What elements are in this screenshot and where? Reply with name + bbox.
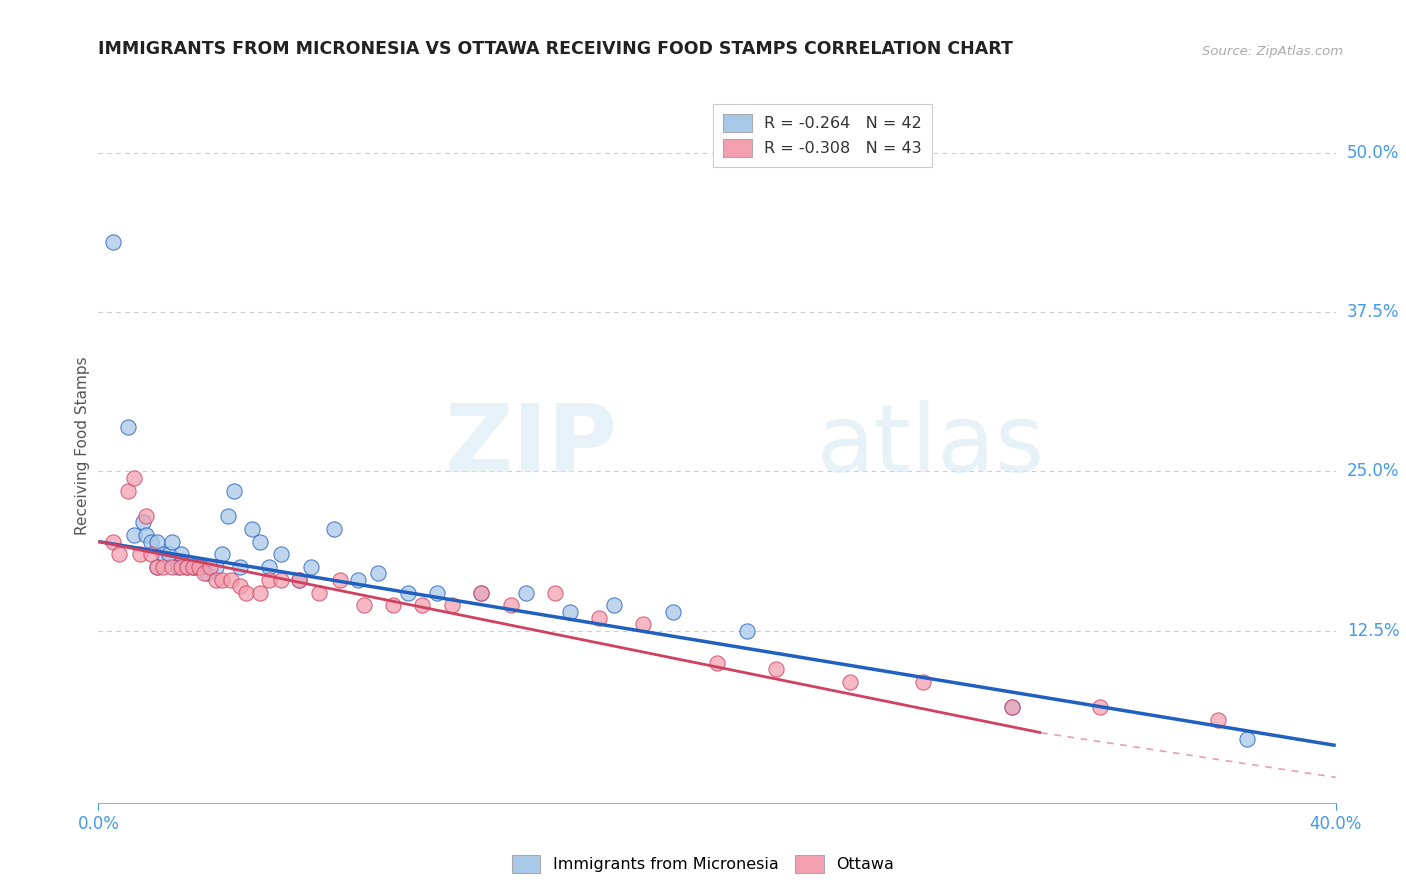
Point: [411, 599, 433, 613]
Point: [1001, 700, 1024, 714]
Point: [662, 605, 685, 619]
Point: [152, 547, 174, 561]
Point: [146, 560, 169, 574]
Point: [603, 599, 626, 613]
Text: 37.5%: 37.5%: [1347, 303, 1399, 321]
Point: [176, 560, 198, 574]
Point: [211, 547, 233, 561]
Point: [299, 560, 322, 574]
Point: [308, 585, 330, 599]
Point: [367, 566, 389, 581]
Point: [146, 560, 169, 574]
Point: [101, 235, 124, 249]
Point: [101, 534, 124, 549]
Point: [160, 534, 183, 549]
Point: [499, 599, 522, 613]
Point: [131, 516, 153, 530]
Text: IMMIGRANTS FROM MICRONESIA VS OTTAWA RECEIVING FOOD STAMPS CORRELATION CHART: IMMIGRANTS FROM MICRONESIA VS OTTAWA REC…: [98, 40, 1014, 58]
Point: [633, 617, 655, 632]
Point: [249, 534, 271, 549]
Point: [117, 420, 139, 434]
Point: [396, 585, 419, 599]
Text: 50.0%: 50.0%: [1347, 144, 1399, 162]
Point: [141, 534, 163, 549]
Point: [167, 560, 190, 574]
Point: [235, 585, 257, 599]
Y-axis label: Receiving Food Stamps: Receiving Food Stamps: [75, 357, 90, 535]
Point: [735, 624, 758, 638]
Point: [146, 534, 169, 549]
Point: [470, 585, 492, 599]
Point: [219, 573, 242, 587]
Point: [1206, 713, 1229, 727]
Point: [382, 599, 405, 613]
Point: [135, 528, 157, 542]
Point: [187, 560, 209, 574]
Point: [170, 560, 193, 574]
Point: [122, 528, 145, 542]
Point: [200, 560, 222, 574]
Legend: R = -0.264   N = 42, R = -0.308   N = 43: R = -0.264 N = 42, R = -0.308 N = 43: [713, 104, 932, 167]
Point: [912, 674, 935, 689]
Point: [117, 483, 139, 498]
Legend: Immigrants from Micronesia, Ottawa: Immigrants from Micronesia, Ottawa: [505, 848, 901, 880]
Point: [193, 566, 215, 581]
Point: [1001, 700, 1024, 714]
Point: [160, 560, 183, 574]
Point: [346, 573, 368, 587]
Point: [197, 566, 219, 581]
Point: [287, 573, 309, 587]
Point: [122, 471, 145, 485]
Point: [176, 560, 198, 574]
Point: [287, 573, 309, 587]
Point: [181, 560, 204, 574]
Point: [152, 560, 174, 574]
Point: [157, 547, 180, 561]
Point: [1236, 732, 1258, 747]
Point: [440, 599, 463, 613]
Point: [470, 585, 492, 599]
Point: [270, 573, 292, 587]
Point: [558, 605, 581, 619]
Text: Source: ZipAtlas.com: Source: ZipAtlas.com: [1202, 45, 1343, 58]
Point: [329, 573, 352, 587]
Point: [222, 483, 245, 498]
Point: [353, 599, 375, 613]
Text: 12.5%: 12.5%: [1347, 622, 1399, 640]
Point: [108, 547, 131, 561]
Point: [838, 674, 860, 689]
Point: [259, 573, 281, 587]
Point: [1088, 700, 1111, 714]
Text: atlas: atlas: [815, 400, 1045, 492]
Point: [211, 573, 233, 587]
Point: [765, 662, 787, 676]
Point: [128, 547, 150, 561]
Point: [184, 560, 207, 574]
Point: [229, 579, 252, 593]
Point: [217, 509, 239, 524]
Point: [544, 585, 567, 599]
Point: [240, 522, 263, 536]
Point: [229, 560, 252, 574]
Point: [259, 560, 281, 574]
Point: [141, 547, 163, 561]
Point: [426, 585, 449, 599]
Point: [170, 547, 193, 561]
Point: [135, 509, 157, 524]
Point: [515, 585, 537, 599]
Point: [205, 573, 228, 587]
Point: [190, 560, 212, 574]
Text: ZIP: ZIP: [446, 400, 619, 492]
Point: [249, 585, 271, 599]
Point: [205, 560, 228, 574]
Point: [270, 547, 292, 561]
Text: 25.0%: 25.0%: [1347, 462, 1399, 481]
Point: [323, 522, 346, 536]
Point: [588, 611, 610, 625]
Point: [181, 560, 204, 574]
Point: [706, 656, 728, 670]
